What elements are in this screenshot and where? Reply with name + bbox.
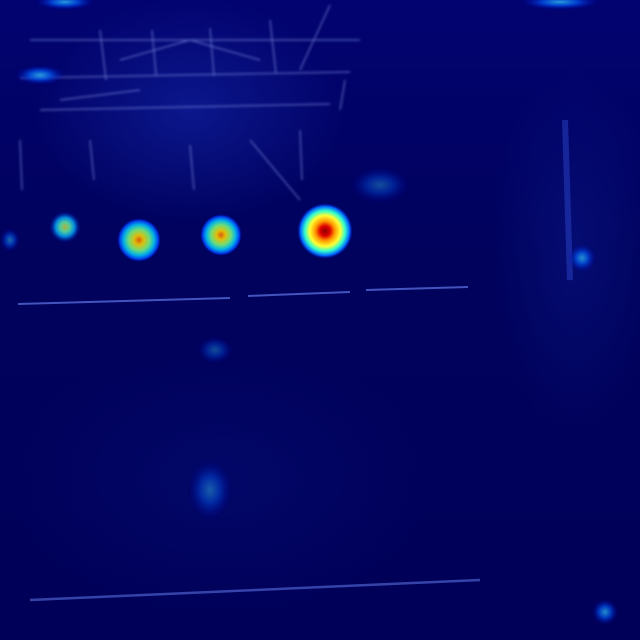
hotspot-6 [592,599,618,625]
faint-structure [19,4,360,201]
hotspot-5 [568,244,596,272]
hotspot-3 [200,214,242,256]
blue-glows [0,0,600,520]
hotspot-2 [117,218,161,262]
hotspot-4 [297,203,353,259]
faint-beams [17,286,481,602]
hotspot-1 [49,211,81,243]
hotspot-layer [49,203,618,625]
